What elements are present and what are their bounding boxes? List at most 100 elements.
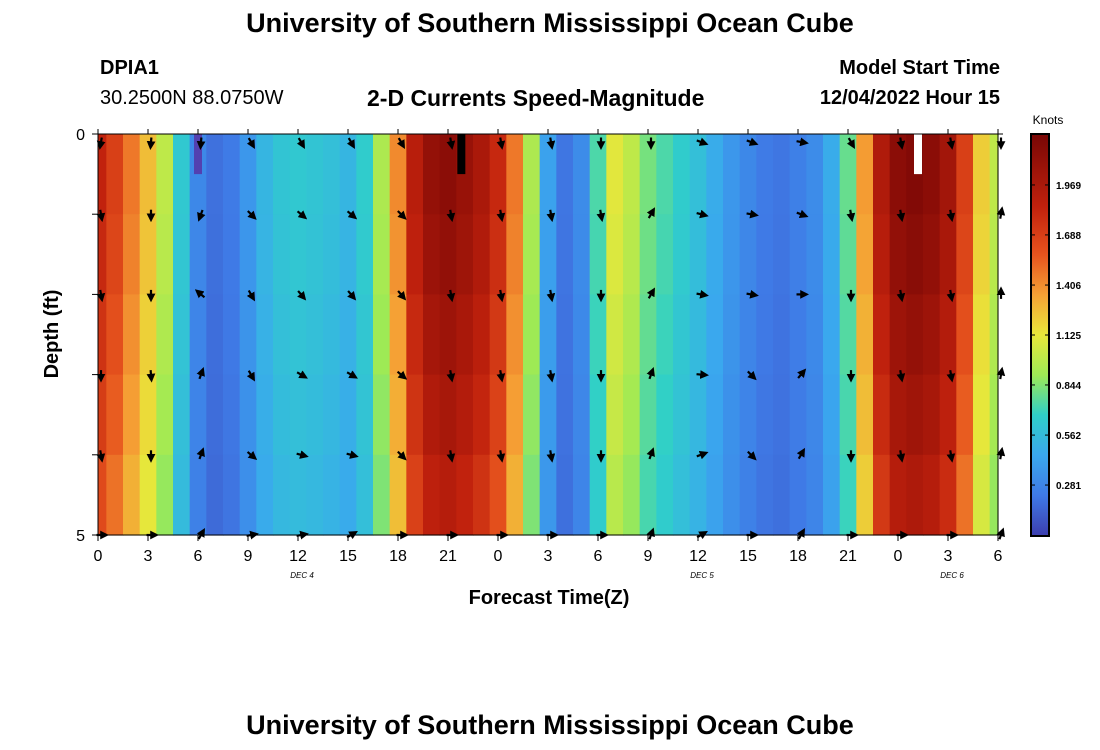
heatmap-cell: [889, 134, 907, 215]
heatmap-cell: [289, 294, 307, 376]
x-tick-label: 9: [644, 548, 653, 565]
heatmap-cell: [423, 454, 441, 536]
heatmap-cell: [289, 454, 307, 536]
current-vector: [446, 289, 456, 303]
heatmap-cell: [806, 374, 824, 456]
current-vector: [896, 209, 906, 223]
heatmap-cell: [823, 454, 841, 536]
heatmap-cell: [539, 134, 557, 215]
heatmap-cell: [639, 134, 657, 215]
heatmap-cell: [323, 214, 341, 295]
heatmap-cell: [423, 214, 441, 295]
heatmap-cell: [289, 374, 307, 456]
current-vector: [796, 137, 809, 147]
heatmap-cell: [139, 374, 157, 456]
heatmap-cell: [906, 374, 924, 456]
heatmap-cell: [856, 374, 874, 456]
heatmap-cell: [456, 454, 474, 536]
heatmap-cell: [606, 294, 624, 376]
heatmap-cell: [389, 214, 407, 295]
heatmap-cell: [239, 214, 257, 295]
heatmap-cell: [339, 294, 357, 376]
heatmap-cell: [256, 294, 274, 376]
current-vector: [297, 290, 307, 301]
footer-title: University of Southern Mississippi Ocean…: [246, 710, 854, 740]
heatmap-cell: [523, 294, 541, 376]
current-vector: [946, 209, 956, 223]
heatmap-cell: [339, 134, 357, 215]
heatmap-cell: [739, 214, 757, 295]
x-tick-label: 15: [739, 548, 757, 565]
heatmap-cell: [489, 454, 507, 536]
heatmap-cell: [689, 294, 707, 376]
heatmap-cell: [523, 374, 541, 456]
heatmap-cell: [606, 214, 624, 295]
heatmap-cell: [473, 214, 491, 295]
heatmap-cell: [106, 294, 124, 376]
heatmap-cell: [239, 454, 257, 536]
heatmap-cell: [306, 294, 324, 376]
colorbar-fill: [1032, 135, 1048, 535]
heatmap-cell: [223, 134, 241, 215]
heatmap-cell: [539, 294, 557, 376]
current-vector: [496, 450, 506, 463]
heatmap-cell: [256, 134, 274, 215]
heatmap-cell: [156, 374, 174, 456]
heatmap-cell: [323, 134, 341, 215]
heatmap-cell: [156, 214, 174, 295]
heatmap-cell: [739, 294, 757, 376]
current-vector: [796, 209, 809, 219]
heatmap-cell: [256, 214, 274, 295]
heatmap-cell: [456, 294, 474, 376]
heatmap-cell: [673, 134, 691, 215]
heatmap-cell: [223, 214, 241, 295]
current-vector: [496, 369, 506, 383]
heatmap-cell: [556, 294, 574, 376]
current-vector: [396, 370, 408, 380]
heatmap-cell: [123, 454, 141, 536]
current-vector: [96, 137, 106, 150]
heatmap-cell: [506, 374, 524, 456]
heatmap-cell: [989, 374, 999, 456]
current-vector: [746, 289, 759, 299]
heatmap-cell: [506, 454, 524, 536]
current-vector: [396, 137, 406, 149]
heatmap-cell: [923, 294, 941, 376]
heatmap-cell: [189, 374, 207, 456]
heatmap-cell: [706, 134, 724, 215]
heatmap-cell: [906, 214, 924, 295]
heatmap-cell: [756, 454, 774, 536]
heatmap-cell: [189, 294, 207, 376]
heatmap-cell: [389, 454, 407, 536]
current-vector: [296, 450, 309, 459]
heatmap-cell: [689, 454, 707, 536]
heatmap-cell: [173, 454, 191, 536]
x-tick-label: 3: [944, 548, 953, 565]
heatmap-cell: [406, 454, 424, 536]
y-tick-label: 0: [76, 127, 85, 144]
current-vector: [347, 290, 357, 301]
x-tick-label: 6: [194, 548, 203, 565]
heatmap-cell: [689, 134, 707, 215]
current-vector: [346, 137, 356, 149]
heatmap-cell: [839, 374, 857, 456]
heatmap-cell: [439, 134, 457, 215]
heatmap-cell: [789, 374, 807, 456]
heatmap-cell: [839, 214, 857, 295]
heatmap-cell: [756, 294, 774, 376]
heatmap-cell: [856, 134, 874, 215]
heatmap-cell: [139, 294, 157, 376]
heatmap-cell: [106, 134, 124, 215]
heatmap-cell: [123, 134, 141, 215]
heatmap-cell: [923, 374, 941, 456]
heatmap-cell: [373, 374, 391, 456]
current-vector: [496, 137, 506, 150]
current-vector: [346, 210, 358, 220]
heatmap-cell: [589, 214, 607, 295]
heatmap-cell: [489, 294, 507, 376]
heatmap-cell: [839, 454, 857, 536]
heatmap-cell: [989, 134, 999, 215]
heatmap-cell: [289, 214, 307, 295]
heatmap-cell: [523, 134, 541, 215]
date-label: DEC 4: [290, 571, 314, 580]
